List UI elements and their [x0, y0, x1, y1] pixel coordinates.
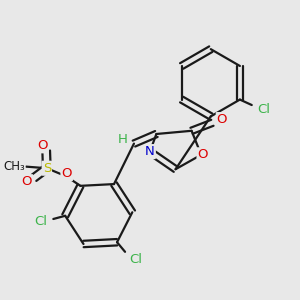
Text: O: O: [61, 167, 72, 180]
Text: CH₃: CH₃: [3, 160, 25, 173]
Text: O: O: [22, 175, 32, 188]
Text: H: H: [118, 133, 128, 146]
Text: N: N: [145, 145, 155, 158]
Text: O: O: [197, 148, 208, 161]
Text: Cl: Cl: [34, 215, 47, 228]
Text: S: S: [43, 162, 51, 175]
Text: Cl: Cl: [129, 253, 142, 266]
Text: O: O: [37, 139, 48, 152]
Text: O: O: [217, 113, 227, 126]
Text: Cl: Cl: [257, 103, 270, 116]
